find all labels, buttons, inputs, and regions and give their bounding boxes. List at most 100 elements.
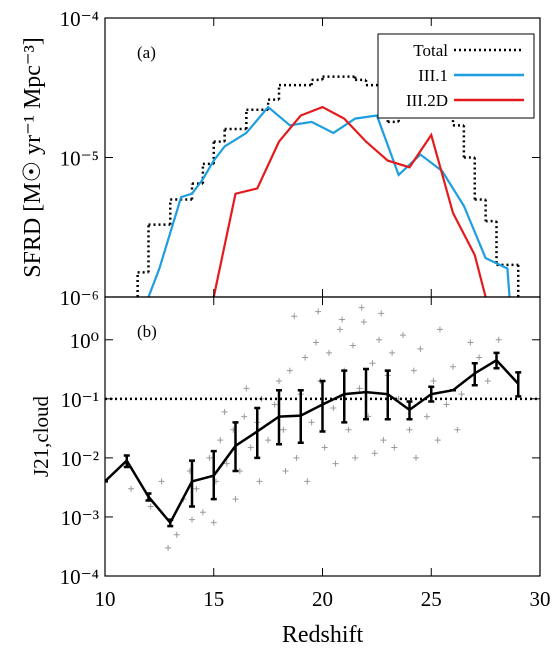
x-tick-label: 30 xyxy=(530,587,551,611)
scatter-point xyxy=(326,349,333,356)
error-bar xyxy=(297,388,304,445)
panel-label: (b) xyxy=(137,322,157,341)
scatter-point xyxy=(399,332,406,339)
scatter-point xyxy=(454,426,461,433)
scatter-point xyxy=(495,336,502,343)
x-tick-label: 10 xyxy=(95,587,116,611)
y-axis-label: SFRD [M☉ yr⁻¹ Mpc⁻³] xyxy=(20,37,46,278)
mean-line xyxy=(105,358,520,525)
scatter-point xyxy=(312,339,319,346)
plot-area xyxy=(105,304,540,551)
scatter-point xyxy=(193,485,200,492)
y-tick-label: 10⁻⁶ xyxy=(60,286,99,310)
scatter-point xyxy=(467,339,474,346)
error-bar xyxy=(471,362,478,387)
scatter-point xyxy=(265,437,272,444)
scatter-point xyxy=(352,454,359,461)
legend-label: III.2D xyxy=(406,91,448,110)
scatter-point xyxy=(349,342,356,349)
y-tick-label: 10⁻³ xyxy=(61,506,99,530)
scatter-point xyxy=(336,326,343,333)
error-bar xyxy=(167,518,174,528)
scatter-point xyxy=(389,349,396,356)
legend-label: III.1 xyxy=(418,66,448,85)
scatter-point xyxy=(417,345,424,352)
scatter-point xyxy=(358,304,365,311)
scatter-point xyxy=(345,426,352,433)
scatter-point xyxy=(423,413,430,420)
scatter-point xyxy=(221,408,228,415)
x-tick-label: 25 xyxy=(421,587,442,611)
scatter-point xyxy=(360,318,367,325)
y-tick-label: 10⁻² xyxy=(61,447,99,471)
scatter-point xyxy=(308,419,315,426)
scatter-point xyxy=(158,478,165,485)
error-bar xyxy=(515,371,522,398)
scatter-point xyxy=(391,444,398,451)
x-tick-label: 15 xyxy=(203,587,224,611)
series-line xyxy=(212,105,487,297)
scatter-point xyxy=(199,509,206,516)
y-tick-label: 10⁻⁵ xyxy=(60,147,99,171)
scatter-point xyxy=(282,467,289,474)
scatter-point xyxy=(128,485,135,492)
scatter-point xyxy=(376,336,383,343)
scatter-point xyxy=(458,391,465,398)
error-bar xyxy=(210,449,217,501)
series-line xyxy=(147,105,511,297)
scatter-point xyxy=(302,354,309,361)
y-tick-label: 10⁰ xyxy=(70,329,99,353)
scatter-point xyxy=(450,363,456,370)
scatter-point xyxy=(147,503,154,510)
error-bar xyxy=(254,406,261,460)
scatter-point xyxy=(410,367,417,374)
scatter-point xyxy=(286,367,293,374)
error-bar xyxy=(145,492,152,502)
scatter-point xyxy=(330,404,337,411)
scatter-point xyxy=(356,385,363,392)
scatter-point xyxy=(476,354,483,361)
scatter-point xyxy=(430,378,437,385)
scatter-point xyxy=(217,437,224,444)
plot-frame xyxy=(104,296,541,577)
scatter-point xyxy=(484,378,491,385)
error-bar xyxy=(428,385,435,403)
scatter-point xyxy=(291,313,298,320)
scatter-point xyxy=(280,426,287,433)
scatter-point xyxy=(206,454,213,461)
panel-label: (a) xyxy=(137,43,156,62)
y-tick-label: 10⁻⁴ xyxy=(60,7,99,31)
scatter-point xyxy=(304,478,311,485)
scatter-point xyxy=(256,478,263,485)
scatter-point xyxy=(413,454,420,461)
error-bar xyxy=(319,379,326,433)
scatter-point xyxy=(241,413,248,420)
error-bar xyxy=(232,421,239,473)
scatter-point xyxy=(380,437,387,444)
scatter-point xyxy=(210,519,217,526)
error-bar xyxy=(189,459,195,508)
scatter-point xyxy=(293,454,300,461)
error-bar xyxy=(384,369,391,421)
scatter-point xyxy=(332,460,339,467)
scatter-point xyxy=(378,310,385,317)
scatter-point xyxy=(271,401,278,408)
error-bar xyxy=(406,400,413,421)
scatter-point xyxy=(369,360,376,367)
scatter-point xyxy=(165,544,172,551)
scatter-point xyxy=(434,437,441,444)
y-axis-label: J21,cloud xyxy=(29,395,53,477)
scatter-point xyxy=(443,401,450,408)
scatter-point xyxy=(247,444,254,451)
x-tick-label: 20 xyxy=(312,587,333,611)
scatter-point xyxy=(436,326,443,333)
scatter-point xyxy=(371,450,378,457)
error-bar xyxy=(363,367,369,421)
scatter-point xyxy=(173,531,180,538)
scatter-point xyxy=(223,460,230,467)
error-bar xyxy=(123,454,130,469)
scatter-point xyxy=(406,426,413,433)
y-tick-label: 10⁻⁴ xyxy=(60,565,99,589)
y-tick-label: 10⁻¹ xyxy=(61,388,99,412)
